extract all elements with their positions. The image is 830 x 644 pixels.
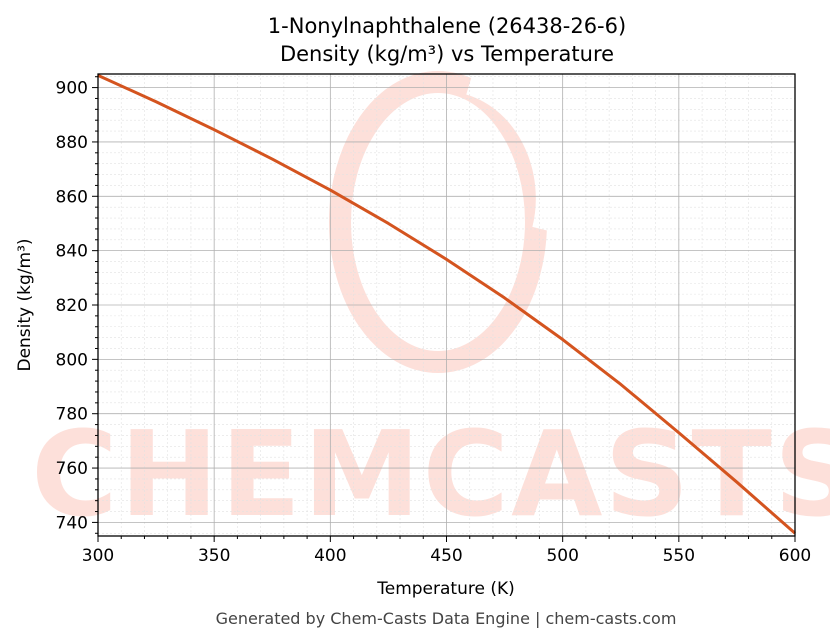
y-tick-label: 820 [56,296,88,316]
footer-credit: Generated by Chem-Casts Data Engine | ch… [216,609,677,628]
x-axis-label: Temperature (K) [376,579,515,599]
x-tick-label: 600 [779,546,811,566]
x-tick-label: 450 [430,546,462,566]
x-tick-label: 550 [663,546,695,566]
x-tick-label: 350 [198,546,230,566]
y-tick-label: 840 [56,242,88,262]
y-tick-label: 800 [56,350,88,370]
y-tick-label: 760 [56,459,88,479]
chart-title: 1-Nonylnaphthalene (26438-26-6) [268,14,626,38]
y-tick-label: 740 [56,513,88,533]
watermark-text: CHEMCASTS [31,405,830,543]
y-axis-ticks: 740 760 780 800 820 840 860 880 900 [56,76,98,534]
y-axis-label: Density (kg/m³) [15,238,35,371]
x-tick-label: 500 [546,546,578,566]
chemcasts-watermark: CHEMCASTS [31,69,830,543]
y-tick-label: 900 [56,79,88,99]
x-tick-label: 300 [82,546,114,566]
y-tick-label: 780 [56,405,88,425]
x-tick-label: 400 [314,546,346,566]
chart-subtitle: Density (kg/m³) vs Temperature [280,42,614,66]
x-axis-ticks: 300 350 400 450 500 550 600 [82,536,811,566]
watermark-ring-gap [465,69,562,234]
y-tick-label: 860 [56,187,88,207]
y-tick-label: 880 [56,133,88,153]
density-line [97,73,796,535]
